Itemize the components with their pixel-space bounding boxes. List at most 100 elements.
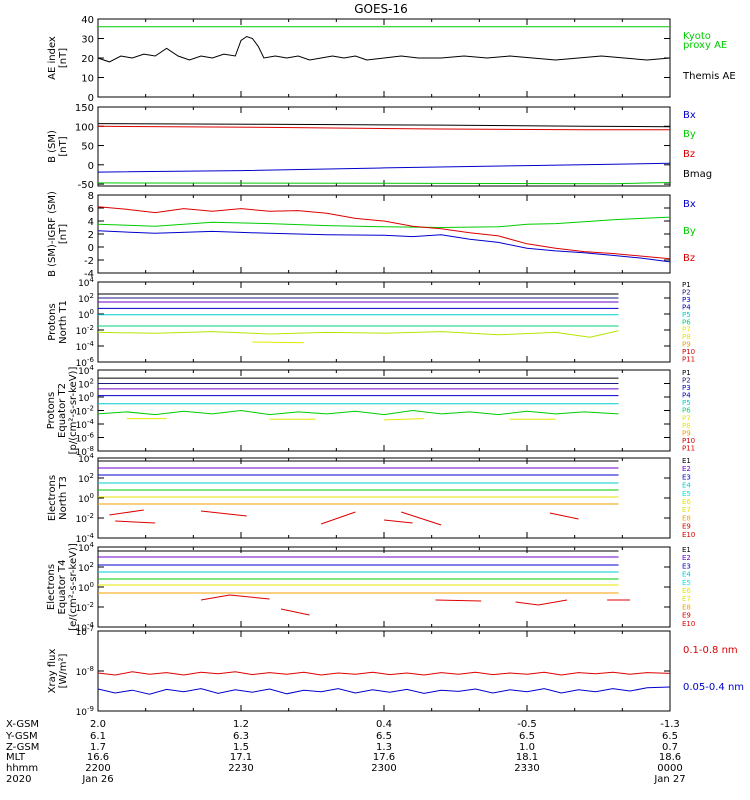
legend-entry: E2 [682,554,691,562]
legend-entry: proxy AE [683,40,727,51]
legend-entry: P3 [682,296,691,304]
legend-entry: P10 [682,437,695,445]
y-tick-label: 100 [78,492,94,505]
y-tick-label: -4 [84,269,94,280]
legend-entry: P9 [682,429,691,437]
legend-entry: E3 [682,562,691,570]
series-e8g [549,512,579,520]
legend-entry: P2 [682,288,691,296]
legend-entry: Bx [683,110,696,121]
ephemeris-value: 18.1 [516,752,538,763]
series-p7 [97,330,619,338]
legend-entry: Bx [683,199,696,210]
legend-entry: P7 [682,326,691,334]
ephemeris-value: -1.3 [660,719,680,730]
y-tick-label: 100 [75,122,94,133]
legend-entry: E5 [682,490,691,498]
legend-entry: E9 [682,523,691,531]
y-axis-label: AE index [47,36,58,80]
ephemeris-value: 6.5 [662,731,678,742]
panel-frame [97,106,671,187]
series-e8d [515,599,568,606]
y-tick-label: 104 [78,541,94,554]
legend-entry: P6 [682,407,691,415]
ephemeris-row-label: X-GSM [6,719,39,730]
ephemeris-value: 17.1 [230,752,252,763]
y-tick-label: 6 [88,204,94,215]
legend-entry: P4 [682,392,691,400]
panel-frame [97,457,671,539]
y-tick-label: 20 [81,54,94,65]
legend-entry: P11 [682,356,695,364]
y-tick-label: 10-2 [76,601,94,614]
legend-entry: Bmag [683,169,712,180]
panel-electrons_t3: 104 102 100 10-2 10-4 Electrons North T3 E1E2E3… [47,452,695,545]
y-tick-label: 100 [78,391,94,404]
series-by [97,182,671,185]
y-tick-label: -2 [84,256,94,267]
y-tick-label: 150 [75,103,94,114]
series-0-1-0-8-nm [97,671,671,676]
ephemeris-value: 6.1 [90,731,106,742]
legend-entry: P6 [682,318,691,326]
series-bz [97,206,671,260]
y-axis-label: Electrons [46,564,57,610]
y-tick-label: 104 [78,276,94,289]
y-axis-label: [nT] [58,224,69,244]
ephemeris-value: 1.3 [376,742,392,753]
y-tick-label: 0 [88,161,94,172]
y-tick-label: 104 [78,364,94,377]
y-axis-label: Equator T4 [57,560,68,615]
ephemeris-row-label: Z-GSM [6,742,39,753]
ephemeris-value: 2.0 [90,719,106,730]
legend-entry: E8 [682,514,691,522]
y-tick-label: 10-4 [76,532,95,545]
y-axis-label: B (SM) [47,130,58,163]
legend-entry: By [683,226,696,237]
legend-entry: E7 [682,506,691,514]
y-tick-label: 10-2 [76,405,94,418]
y-tick-label: 102 [78,292,94,305]
legend-entry: E10 [682,620,695,628]
ephemeris-value: 6.3 [233,731,249,742]
y-axis-label: North T1 [58,300,69,344]
y-tick-label: 2 [88,230,94,241]
ephemeris-value: 16.6 [87,752,109,763]
ephemeris-value: 0000 [657,763,682,774]
legend-entry: P4 [682,303,691,311]
y-tick-label: 10-9 [76,705,94,718]
y-tick-label: 102 [78,472,94,485]
ephemeris-value: 2200 [85,763,110,774]
series-e8c [435,599,482,602]
legend-entry: Bz [683,253,695,264]
y-tick-label: 10-4 [76,340,95,353]
y-axis-label: Protons [47,303,58,340]
legend-entry: P8 [682,333,691,341]
y-tick-label: 100 [78,308,94,321]
ephemeris-value: 0.4 [376,719,392,730]
legend-entry: Kyoto [683,31,711,42]
panel-frame [97,369,671,452]
y-tick-label: 102 [78,561,94,574]
ephemeris-value: -0.5 [517,719,537,730]
y-tick-label: 30 [81,35,94,46]
legend-entry: E8 [682,603,691,611]
legend-entry: E4 [682,571,691,579]
panel-frame [97,194,671,274]
legend-entry: P10 [682,348,695,356]
y-axis-label: [nT] [58,136,69,156]
series-0-05-0-4-nm [97,686,671,695]
y-tick-label: 10-2 [76,512,94,525]
series-bx [97,230,671,263]
y-tick-label: 102 [78,378,94,391]
ephemeris-value: 1.5 [233,742,249,753]
y-tick-label: 4 [88,217,94,228]
y-tick-label: 10-8 [76,665,94,678]
ephemeris-value: Jan 26 [81,774,113,785]
legend-entry: P11 [682,444,695,452]
series-e8e [383,519,413,524]
y-axis-label: [e/(cm²-s-sr-keV)] [68,543,79,631]
legend-entry: E7 [682,595,691,603]
